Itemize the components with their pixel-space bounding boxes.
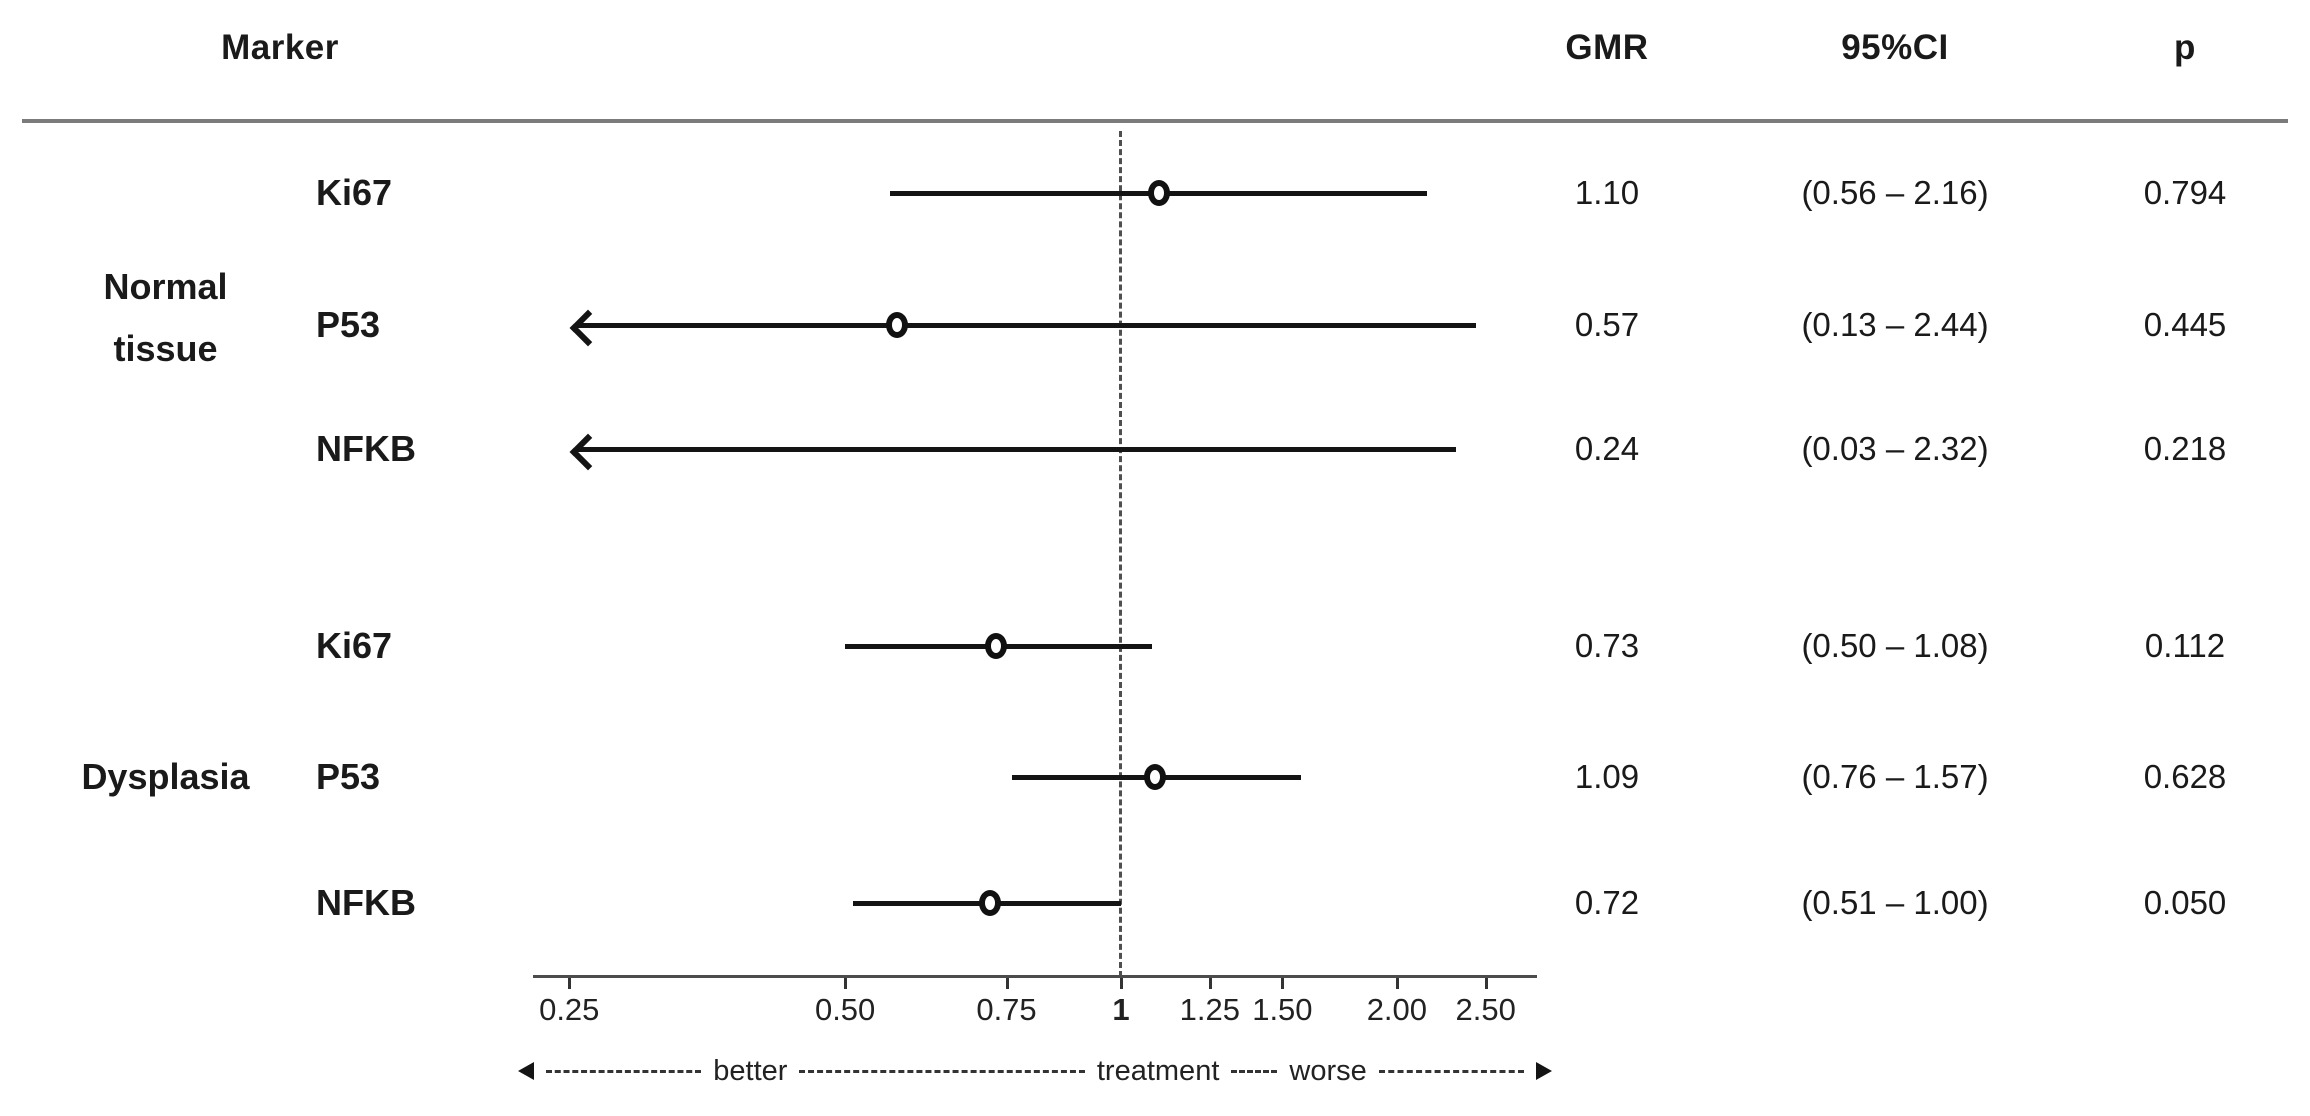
x-axis-tick-label: 1.50: [1252, 992, 1313, 1027]
marker-label: P53: [316, 304, 381, 345]
ci-value: (0.50 – 1.08): [1801, 627, 1989, 664]
marker-label: NFKB: [316, 428, 416, 469]
x-axis-tick: [1395, 976, 1399, 989]
group-label-line: Normal: [103, 266, 228, 307]
x-axis-tick: [1120, 976, 1123, 989]
dashed-segment: [1378, 1069, 1524, 1073]
axis-direction-legend: better treatment worse: [518, 1048, 1552, 1094]
column-header-p: p: [2174, 28, 2196, 67]
x-axis-tick-label: 1.25: [1179, 992, 1240, 1027]
arrow-right-icon: [1535, 1062, 1552, 1080]
marker-label: P53: [316, 756, 381, 797]
point-estimate-marker: [984, 633, 1007, 659]
x-axis-tick-label: 0.75: [976, 992, 1037, 1027]
reference-line: [1119, 131, 1122, 977]
dashed-segment: [546, 1069, 702, 1073]
p-value: 0.112: [2144, 627, 2226, 664]
arrow-left-icon: [518, 1062, 534, 1080]
column-header-marker: Marker: [221, 28, 339, 67]
confidence-interval-line: [575, 447, 1456, 452]
x-axis-tick-label: 0.25: [539, 992, 600, 1027]
dashed-segment: [1231, 1069, 1278, 1073]
point-estimate-marker: [1147, 180, 1170, 206]
gmr-value: 0.24: [1574, 430, 1640, 467]
group-label-dysplasia: Dysplasia: [23, 746, 308, 808]
legend-word-better: better: [713, 1054, 788, 1087]
p-value: 0.218: [2143, 430, 2227, 467]
group-label-line: Dysplasia: [81, 756, 250, 797]
ci-value: (0.76 – 1.57): [1801, 758, 1989, 795]
group-label-line: tissue: [113, 328, 218, 369]
marker-label: Ki67: [316, 172, 393, 213]
x-axis-tick: [1208, 976, 1212, 989]
x-axis-tick: [844, 976, 848, 989]
x-axis-tick: [568, 976, 572, 989]
gmr-value: 0.72: [1574, 884, 1640, 921]
p-value: 0.445: [2143, 306, 2227, 343]
gmr-value: 0.73: [1574, 627, 1640, 664]
ci-value: (0.03 – 2.32): [1801, 430, 1989, 467]
p-value: 0.794: [2143, 174, 2227, 211]
ci-value: (0.51 – 1.00): [1801, 884, 1989, 921]
marker-label: Ki67: [316, 625, 393, 666]
group-label-normal-tissue: Normal tissue: [23, 256, 308, 380]
ci-value: (0.56 – 2.16): [1801, 174, 1989, 211]
legend-word-worse: worse: [1289, 1054, 1367, 1087]
header-divider-line: [22, 119, 2288, 123]
x-axis-tick: [1281, 976, 1285, 989]
x-axis-tick: [1005, 976, 1009, 989]
column-header-gmr: GMR: [1565, 28, 1649, 67]
legend-word-treatment: treatment: [1096, 1054, 1220, 1087]
x-axis-tick-label: 2.00: [1366, 992, 1428, 1027]
x-axis-tick-label: 2.50: [1455, 992, 1516, 1027]
point-estimate-marker: [979, 890, 1002, 916]
x-axis-tick-label: 0.50: [814, 992, 876, 1027]
gmr-value: 1.10: [1574, 174, 1640, 211]
ci-value: (0.13 – 2.44): [1801, 306, 1989, 343]
point-estimate-marker: [1144, 764, 1167, 790]
point-estimate-marker: [886, 312, 909, 338]
x-axis-tick-label: 1: [1112, 992, 1130, 1027]
p-value: 0.050: [2143, 884, 2227, 921]
p-value: 0.628: [2143, 758, 2227, 795]
ci-clipped-left-arrow-icon: [569, 433, 607, 471]
ci-clipped-left-arrow-icon: [569, 309, 607, 347]
marker-label: NFKB: [316, 882, 416, 923]
gmr-value: 0.57: [1574, 306, 1640, 343]
confidence-interval-line: [575, 323, 1476, 328]
x-axis-tick: [1484, 976, 1488, 989]
x-axis-line: [533, 975, 1537, 978]
column-header-ci: 95%CI: [1841, 28, 1949, 67]
gmr-value: 1.09: [1574, 758, 1640, 795]
dashed-segment: [799, 1069, 1085, 1073]
